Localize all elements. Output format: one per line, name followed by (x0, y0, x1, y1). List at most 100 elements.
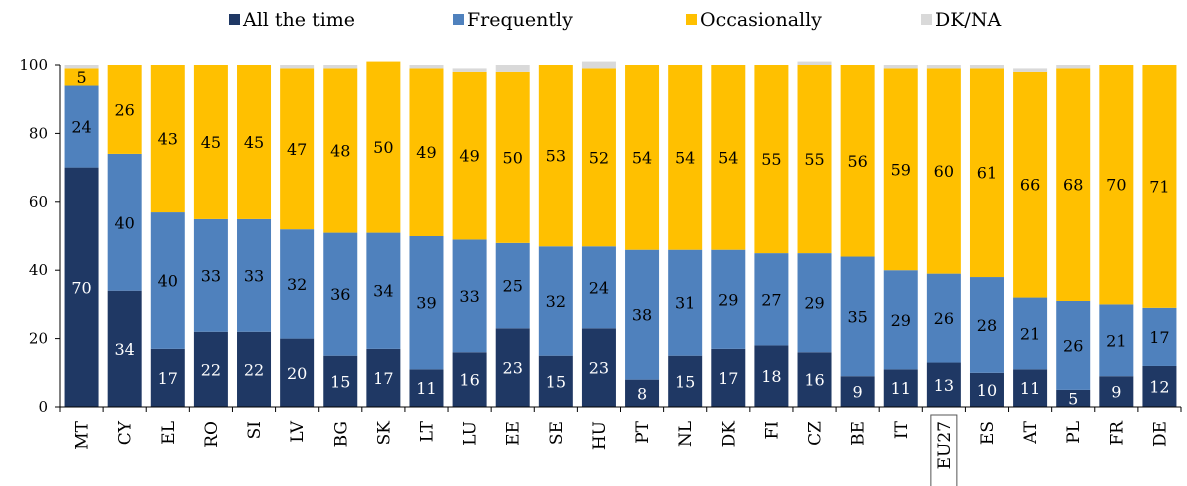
bar-segment-occasionally (64, 68, 99, 86)
bar-segment-frequently (581, 246, 616, 329)
data-label: 49 (459, 147, 479, 166)
data-label: 12 (1149, 377, 1169, 396)
data-label: 5 (1068, 389, 1078, 408)
bar-segment-frequently (452, 239, 487, 353)
bar-segment-all-the-time (150, 348, 185, 407)
bar-segment-occasionally (711, 65, 746, 250)
bar-segment-occasionally (366, 61, 401, 233)
bar-segment-all-the-time (280, 338, 315, 407)
y-axis: 0 20 40 60 80 100 (19, 56, 61, 416)
x-tick-label: LT (417, 420, 437, 442)
bar-segment-all-the-time (1142, 365, 1177, 407)
x-tick-label: LU (461, 421, 481, 446)
bar-segment-dk-na (495, 65, 530, 72)
data-label: 29 (804, 294, 824, 313)
bar-group-lu: 16 33 49 (452, 68, 487, 407)
bar-group-hu: 23 24 52 (581, 61, 616, 407)
data-label: 17 (373, 369, 393, 388)
bar-segment-frequently (237, 218, 272, 332)
bar-segment-frequently (711, 249, 746, 349)
data-label: 60 (934, 162, 954, 181)
bar-segment-frequently (495, 242, 530, 329)
bar-group-cz: 16 29 55 (797, 61, 832, 407)
data-label: 61 (977, 164, 997, 183)
bar-segment-all-the-time (625, 379, 660, 407)
bar-segment-frequently (754, 253, 789, 346)
x-tick-label: RO (202, 421, 222, 448)
data-label: 16 (804, 371, 824, 390)
x-tick-label: NL (676, 421, 696, 447)
bar-group-si: 22 33 45 (237, 65, 272, 407)
data-label: 9 (1111, 383, 1121, 402)
x-tick-label: AT (1021, 420, 1041, 444)
highlight-box (930, 414, 958, 486)
bar-segment-frequently (193, 218, 228, 332)
bar-segment-dk-na (926, 65, 961, 69)
bar-segment-dk-na (1056, 65, 1091, 69)
data-label: 59 (891, 160, 911, 179)
bar-segment-dk-na (452, 68, 487, 72)
bar-segment-dk-na (883, 65, 918, 69)
bar-segment-occasionally (797, 65, 832, 254)
data-label: 26 (1063, 336, 1083, 355)
bar-segment-occasionally (883, 68, 918, 271)
data-label: 40 (114, 213, 134, 232)
data-label: 15 (330, 372, 350, 391)
bar-segment-all-the-time (193, 331, 228, 407)
data-label: 39 (416, 294, 436, 313)
y-tick-label: 40 (29, 261, 48, 279)
bars: 70 24 5 34 40 26 17 40 43 22 33 45 22 33 45 20 32 47 15 36 4… (64, 61, 1177, 408)
bar-group-cy: 34 40 26 (107, 65, 142, 407)
data-label: 47 (287, 140, 307, 159)
bar-segment-frequently (926, 273, 961, 363)
legend-item-occasionally: Occasionally (686, 9, 822, 31)
bar-segment-all-the-time (495, 328, 530, 407)
data-label: 15 (546, 372, 566, 391)
data-label: 50 (503, 148, 523, 167)
bar-segment-occasionally (452, 71, 487, 240)
x-tick-label: HU (590, 421, 610, 450)
data-label: 16 (459, 371, 479, 390)
x-tick-label: ES (978, 421, 998, 445)
bar-segment-occasionally (1013, 71, 1048, 298)
x-tick-label: EL (159, 421, 179, 445)
bar-group-mt: 70 24 5 (64, 65, 99, 407)
data-label: 49 (416, 143, 436, 162)
data-label: 31 (675, 294, 695, 313)
data-label: 38 (632, 306, 652, 325)
bar-segment-frequently (107, 153, 142, 291)
bar-segment-all-the-time (883, 369, 918, 407)
data-label: 54 (632, 148, 652, 167)
bar-segment-all-the-time (926, 362, 961, 407)
data-label: 23 (503, 359, 523, 378)
data-label: 22 (201, 360, 221, 379)
bar-segment-frequently (1099, 304, 1134, 377)
data-label: 13 (934, 376, 954, 395)
bar-segment-frequently (969, 277, 1004, 373)
bar-segment-occasionally (969, 68, 1004, 278)
bar-segment-occasionally (668, 65, 703, 250)
x-tick-label: PL (1064, 421, 1084, 444)
data-label: 43 (158, 130, 178, 149)
bar-segment-occasionally (1099, 65, 1134, 305)
bar-group-fi: 18 27 55 (754, 65, 789, 407)
bar-segment-occasionally (323, 68, 358, 233)
x-tick-label: EU27 (935, 421, 955, 469)
bar-segment-frequently (797, 253, 832, 353)
bar-segment-occasionally (1142, 65, 1177, 308)
data-label: 56 (847, 152, 867, 171)
data-label: 55 (761, 150, 781, 169)
x-tick-label: IT (892, 420, 912, 439)
bar-segment-all-the-time (840, 376, 875, 407)
bar-segment-dk-na (1013, 68, 1048, 72)
data-label: 26 (934, 309, 954, 328)
data-label: 9 (853, 383, 863, 402)
bar-segment-occasionally (193, 65, 228, 219)
data-label: 25 (503, 277, 523, 296)
bar-segment-frequently (840, 256, 875, 377)
bar-group-de: 12 17 71 (1142, 65, 1177, 407)
data-label: 54 (718, 148, 738, 167)
bar-group-it: 11 29 59 (883, 65, 918, 407)
bar-segment-all-the-time (711, 348, 746, 407)
data-label: 10 (977, 381, 997, 400)
